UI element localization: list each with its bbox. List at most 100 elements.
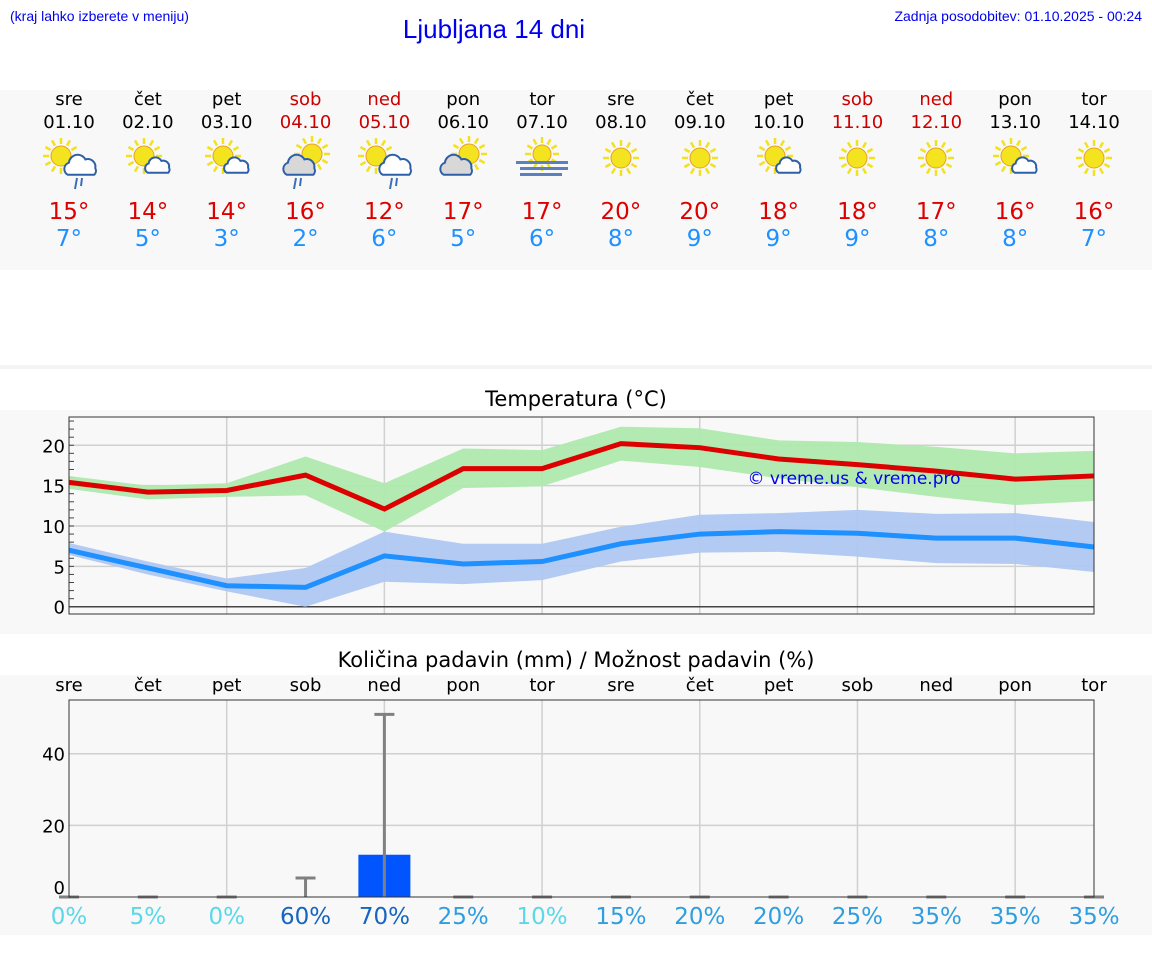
y-tick-label: 10 xyxy=(42,517,65,538)
max-temperature: 18° xyxy=(837,199,878,225)
min-temperature: 9° xyxy=(844,226,871,252)
day-date: 04.10 xyxy=(279,112,332,133)
max-temperature-range-band xyxy=(69,426,1094,532)
day-date: 05.10 xyxy=(358,112,411,133)
day-name: sre xyxy=(607,89,635,110)
precip-probability: 0% xyxy=(208,904,245,930)
precip-day-label: tor xyxy=(1081,675,1107,696)
sun-fog-icon xyxy=(502,136,582,196)
max-temperature: 17° xyxy=(915,199,957,225)
last-updated: Zadnja posodobitev: 01.10.2025 - 00:24 xyxy=(894,8,1142,24)
day-name: tor xyxy=(529,89,555,110)
min-temperature: 9° xyxy=(765,226,792,252)
plot-frame xyxy=(68,416,1095,615)
sun-small-cloud-icon xyxy=(187,136,267,196)
sun-cloud-rain-icon xyxy=(29,136,109,196)
precip-probability: 25% xyxy=(831,904,884,930)
precip-day-label: sob xyxy=(289,675,322,696)
precip-day-label: ned xyxy=(367,675,402,696)
day-name: pon xyxy=(446,89,481,110)
precip-probability: 5% xyxy=(129,904,167,930)
y-tick-label: 0 xyxy=(54,598,65,619)
sun-icon xyxy=(1054,136,1134,196)
precip-probability: 35% xyxy=(989,904,1041,930)
sun-icon xyxy=(581,136,661,196)
precip-day-label: tor xyxy=(529,675,555,696)
day-date: 12.10 xyxy=(910,112,963,133)
min-temperature-line xyxy=(68,529,1095,590)
temperature-chart-title: Temperatura (°C) xyxy=(485,387,667,411)
day-name: sob xyxy=(841,89,874,110)
min-temperature: 7° xyxy=(55,226,83,252)
min-temperature: 6° xyxy=(371,226,398,252)
day-date: 10.10 xyxy=(752,112,805,133)
min-temperature: 8° xyxy=(607,226,634,252)
plot-area xyxy=(69,700,1094,897)
grey-cloud-sun-rain-icon xyxy=(266,136,346,196)
precip-probability: 35% xyxy=(910,904,962,930)
max-temperature: 14° xyxy=(206,199,248,225)
y-tick-label: 5 xyxy=(54,557,65,578)
max-temperature: 20° xyxy=(679,199,721,225)
min-temperature: 8° xyxy=(923,226,950,252)
daily-forecast-strip xyxy=(0,90,1152,270)
precip-day-label: čet xyxy=(685,675,714,696)
y-tick-label: 15 xyxy=(42,477,65,498)
max-temperature: 16° xyxy=(1073,199,1115,225)
precip-day-label: čet xyxy=(133,675,162,696)
y-tick-label: 0 xyxy=(54,878,65,899)
sun-icon xyxy=(896,136,976,196)
min-temperature: 9° xyxy=(686,226,713,252)
precip-probability: 25% xyxy=(437,904,489,930)
min-temperature: 6° xyxy=(528,226,556,252)
min-temperature: 5° xyxy=(134,226,161,252)
day-date: 07.10 xyxy=(516,112,568,133)
precip-probability: 60% xyxy=(279,904,332,930)
max-temperature: 16° xyxy=(994,199,1036,225)
max-temperature: 12° xyxy=(363,199,405,225)
precip-day-label: sre xyxy=(607,675,635,696)
precipitation-chart-title: Količina padavin (mm) / Možnost padavin … xyxy=(337,648,815,672)
day-name: pon xyxy=(998,89,1033,110)
precip-day-label: sre xyxy=(55,675,83,696)
day-date: 08.10 xyxy=(595,112,647,133)
day-date: 01.10 xyxy=(43,112,95,133)
max-temperature: 20° xyxy=(600,199,642,225)
precip-day-label: sob xyxy=(841,675,874,696)
day-name: ned xyxy=(919,89,954,110)
day-date: 11.10 xyxy=(831,112,884,133)
day-name: čet xyxy=(685,89,714,110)
precip-probability: 20% xyxy=(753,904,805,930)
day-date: 06.10 xyxy=(437,112,489,133)
watermark: © vreme.us & vreme.pro xyxy=(747,469,960,489)
day-name: čet xyxy=(133,89,162,110)
day-name: sre xyxy=(55,89,83,110)
min-temperature: 3° xyxy=(213,226,240,252)
max-temperature-line xyxy=(68,441,1095,512)
min-temperature: 5° xyxy=(450,226,477,252)
precip-day-label: pet xyxy=(763,675,794,696)
min-temperature: 7° xyxy=(1080,226,1108,252)
precip-probability: 20% xyxy=(674,904,726,930)
min-temperature: 8° xyxy=(1002,226,1029,252)
precip-day-label: ned xyxy=(919,675,954,696)
max-temperature: 17° xyxy=(442,199,484,225)
day-name: sob xyxy=(289,89,322,110)
precip-day-label: pet xyxy=(211,675,242,696)
day-name: pet xyxy=(763,89,794,110)
day-date: 14.10 xyxy=(1068,112,1120,133)
day-date: 13.10 xyxy=(989,112,1041,133)
precip-probability: 70% xyxy=(358,904,410,930)
plot-frame xyxy=(68,699,1095,898)
grey-cloud-sun-icon xyxy=(423,136,503,196)
sun-small-cloud-icon xyxy=(975,136,1055,196)
max-temperature: 14° xyxy=(127,199,169,225)
day-date: 03.10 xyxy=(200,112,253,133)
y-tick-label: 20 xyxy=(42,436,65,457)
day-name: pet xyxy=(211,89,242,110)
day-name: tor xyxy=(1081,89,1107,110)
divider xyxy=(0,365,1152,369)
sun-icon xyxy=(817,136,897,196)
y-tick-label: 20 xyxy=(42,816,65,837)
sun-small-cloud-icon xyxy=(739,136,819,196)
